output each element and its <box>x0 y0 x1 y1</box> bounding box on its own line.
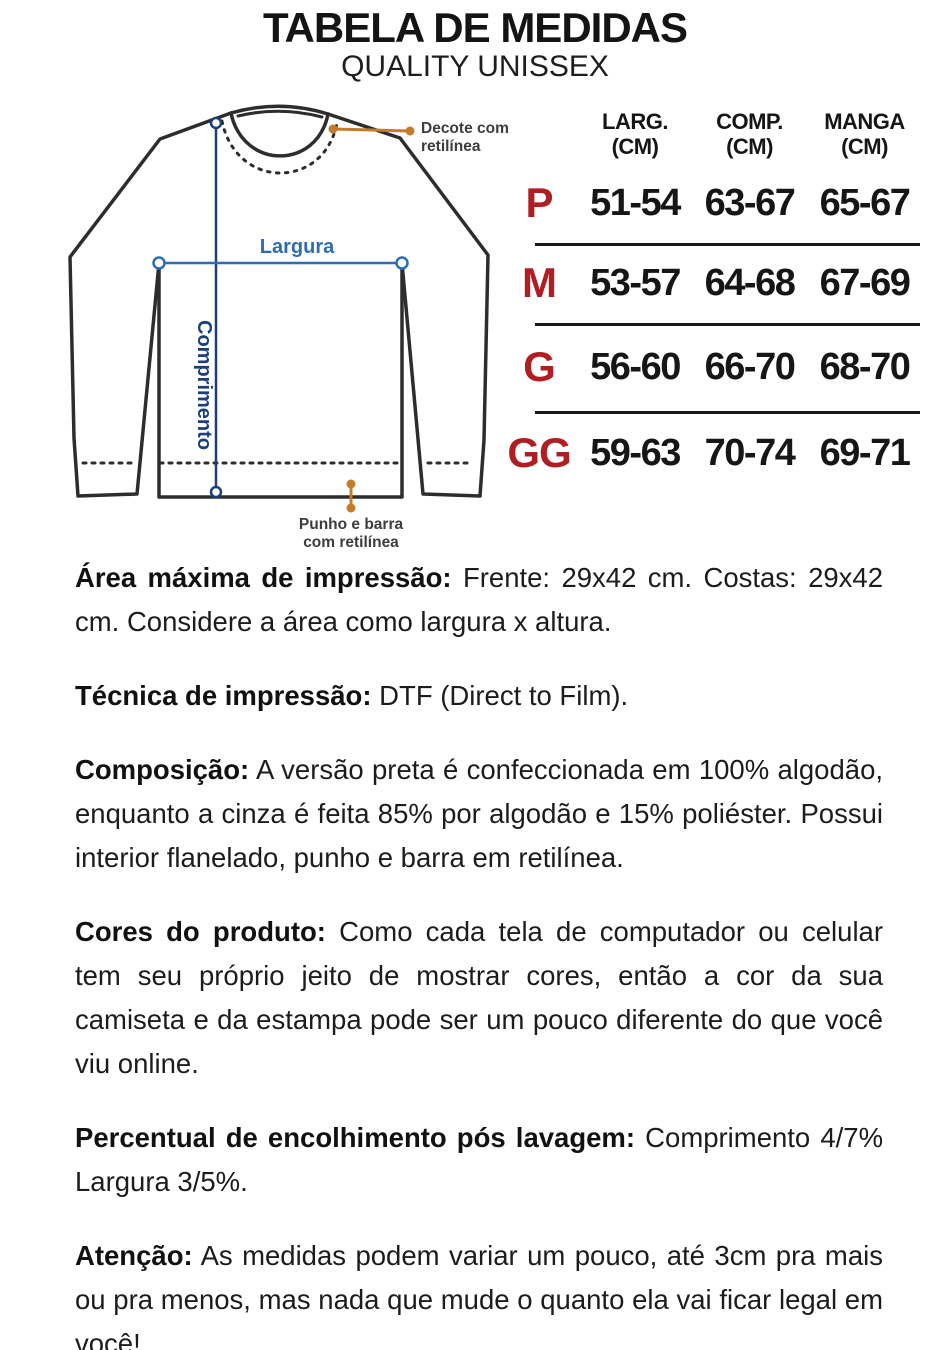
size-label: G <box>523 343 556 390</box>
sweatshirt-right-sleeve <box>326 112 490 498</box>
decote-label-line1: Decote com <box>421 120 509 137</box>
neck-opening <box>229 111 330 158</box>
paragraph-body: Frente: 29x42 cm. Costas: 29x42 cm. Cons… <box>75 562 883 637</box>
larg-value: 56-60 <box>590 345 681 388</box>
page-subtitle: QUALITY UNISSEX <box>341 50 609 83</box>
larg-value: 59-63 <box>590 431 681 474</box>
comp-value: 70-74 <box>704 431 796 474</box>
paragraph-body: Como cada tela de computador ou celular … <box>75 916 884 1079</box>
paragraph-lead: Cores do produto: <box>75 916 326 947</box>
comp-value: 63-67 <box>704 181 796 224</box>
manga-value: 68-70 <box>819 345 911 388</box>
manga-value: 67-69 <box>819 261 911 304</box>
page-title: TABELA DE MEDIDAS <box>263 4 688 51</box>
size-label: P <box>525 179 553 226</box>
paragraph-lead: Técnica de impressão: <box>75 680 372 711</box>
comp-value: 64-68 <box>704 261 796 304</box>
col-header-larg: LARG. (CM) <box>602 109 668 159</box>
table-row-gg: GG 59-63 70-74 69-71 <box>500 411 922 495</box>
collar-outer-edge <box>229 104 330 116</box>
larg-value: 53-57 <box>590 261 681 304</box>
largura-line <box>152 256 409 270</box>
paragraph-body: DTF (Direct to Film). <box>379 680 629 711</box>
product-info-text: Área máxima de impressão: Frente: 29x42 … <box>75 556 883 1350</box>
col-header-comp: COMP. (CM) <box>716 109 783 159</box>
paragraph-area-impressao: Área máxima de impressão: Frente: 29x42 … <box>75 556 883 644</box>
larg-value: 51-54 <box>590 181 681 224</box>
sweatshirt-left-sleeve <box>68 111 233 498</box>
manga-value: 65-67 <box>819 181 911 224</box>
row-divider <box>535 411 920 414</box>
comprimento-label: Comprimento <box>193 320 215 450</box>
paragraph-lead: Percentual de encolhimento pós lavagem: <box>75 1122 636 1153</box>
table-row-p: P 51-54 63-67 65-67 <box>500 163 922 243</box>
table-row-m: M 53-57 64-68 67-69 <box>500 243 922 323</box>
paragraph-lead: Área máxima de impressão: <box>75 562 452 593</box>
size-label: M <box>522 259 557 306</box>
collar-inner-edge <box>236 109 324 119</box>
sweatshirt-diagram: Comprimento Largura Decote com retilínea… <box>68 104 509 551</box>
paragraph-lead: Atenção: <box>75 1240 193 1271</box>
sweatshirt-body <box>157 261 404 499</box>
size-label: GG <box>507 429 571 476</box>
paragraph-lead: Composição: <box>75 754 250 785</box>
paragraph-composicao: Composição: A versão preta é confecciona… <box>75 748 883 880</box>
collar-stitch-line <box>220 119 339 175</box>
manga-value: 69-71 <box>819 431 911 474</box>
paragraph-atencao: Atenção: As medidas podem variar um pouc… <box>75 1234 883 1350</box>
size-table-header-row: LARG. (CM) COMP. (CM) MANGA (CM) <box>500 103 922 163</box>
size-table-corner <box>500 103 578 109</box>
row-divider <box>535 323 920 326</box>
paragraph-tecnica: Técnica de impressão: DTF (Direct to Fil… <box>75 674 883 718</box>
punho-label-line1: Punho e barra <box>299 516 404 533</box>
row-divider <box>535 243 920 246</box>
paragraph-cores: Cores do produto: Como cada tela de comp… <box>75 910 883 1086</box>
largura-label: Largura <box>260 236 335 258</box>
paragraph-body: A versão preta é confeccionada em 100% a… <box>75 754 883 873</box>
paragraph-body: Comprimento 4/7% Largura 3/5%. <box>75 1122 884 1197</box>
comp-value: 66-70 <box>704 345 796 388</box>
decote-annotation-line <box>328 124 415 136</box>
col-header-manga: MANGA (CM) <box>824 109 905 159</box>
table-row-g: G 56-60 66-70 68-70 <box>500 323 922 411</box>
comprimento-line <box>209 116 223 499</box>
paragraph-body: As medidas podem variar um pouco, até 3c… <box>75 1240 883 1350</box>
paragraph-encolhimento: Percentual de encolhimento pós lavagem: … <box>75 1116 883 1204</box>
decote-label-line2: retilínea <box>421 138 481 155</box>
size-table: LARG. (CM) COMP. (CM) MANGA (CM) P 51-54 63… <box>500 103 922 495</box>
punho-annotation-line <box>346 479 356 513</box>
punho-label-line2: com retilínea <box>303 534 399 551</box>
